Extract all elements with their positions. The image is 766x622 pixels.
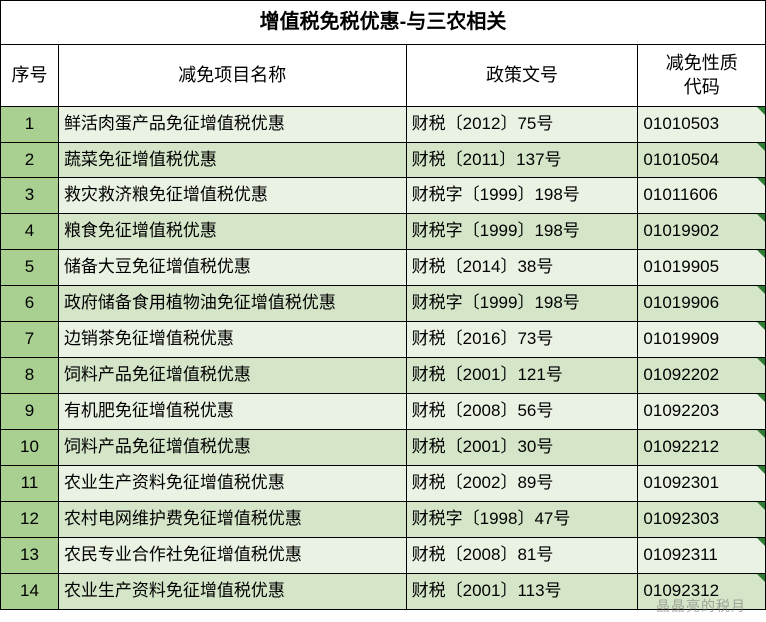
cell-num: 14 bbox=[1, 573, 59, 609]
cell-name: 蔬菜免征增值税优惠 bbox=[58, 142, 406, 178]
cell-doc: 财税〔2014〕38号 bbox=[406, 250, 638, 286]
table-row: 12农村电网维护费免征增值税优惠财税字〔1998〕47号01092303 bbox=[1, 501, 766, 537]
cell-name: 农业生产资料免征增值税优惠 bbox=[58, 573, 406, 609]
cell-num: 4 bbox=[1, 214, 59, 250]
cell-code: 01092202 bbox=[638, 358, 766, 394]
cell-code: 01092303 bbox=[638, 501, 766, 537]
col-header-code: 减免性质 代码 bbox=[638, 45, 766, 107]
cell-num: 2 bbox=[1, 142, 59, 178]
table-row: 9有机肥免征增值税优惠财税〔2008〕56号01092203 bbox=[1, 394, 766, 430]
table-row: 7边销茶免征增值税优惠财税〔2016〕73号01019909 bbox=[1, 322, 766, 358]
cell-code: 01019909 bbox=[638, 322, 766, 358]
cell-name: 饲料产品免征增值税优惠 bbox=[58, 430, 406, 466]
cell-num: 7 bbox=[1, 322, 59, 358]
cell-code: 01010503 bbox=[638, 106, 766, 142]
cell-name: 鲜活肉蛋产品免征增值税优惠 bbox=[58, 106, 406, 142]
cell-num: 6 bbox=[1, 286, 59, 322]
cell-code: 01092311 bbox=[638, 537, 766, 573]
table-row: 4粮食免征增值税优惠财税字〔1999〕198号01019902 bbox=[1, 214, 766, 250]
cell-code: 01092301 bbox=[638, 465, 766, 501]
table-row: 1鲜活肉蛋产品免征增值税优惠财税〔2012〕75号01010503 bbox=[1, 106, 766, 142]
cell-code: 01092203 bbox=[638, 394, 766, 430]
cell-doc: 财税字〔1998〕47号 bbox=[406, 501, 638, 537]
table-row: 2蔬菜免征增值税优惠财税〔2011〕137号01010504 bbox=[1, 142, 766, 178]
cell-doc: 财税字〔1999〕198号 bbox=[406, 286, 638, 322]
cell-name: 储备大豆免征增值税优惠 bbox=[58, 250, 406, 286]
cell-name: 粮食免征增值税优惠 bbox=[58, 214, 406, 250]
table-title: 增值税免税优惠-与三农相关 bbox=[1, 1, 766, 45]
cell-num: 13 bbox=[1, 537, 59, 573]
cell-doc: 财税〔2001〕30号 bbox=[406, 430, 638, 466]
cell-doc: 财税字〔1999〕198号 bbox=[406, 214, 638, 250]
header-row: 序号 减免项目名称 政策文号 减免性质 代码 bbox=[1, 45, 766, 107]
col-header-doc: 政策文号 bbox=[406, 45, 638, 107]
cell-name: 农民专业合作社免征增值税优惠 bbox=[58, 537, 406, 573]
cell-num: 3 bbox=[1, 178, 59, 214]
cell-num: 9 bbox=[1, 394, 59, 430]
cell-code: 01019906 bbox=[638, 286, 766, 322]
table-row: 13农民专业合作社免征增值税优惠财税〔2008〕81号01092311 bbox=[1, 537, 766, 573]
table-row: 11农业生产资料免征增值税优惠财税〔2002〕89号01092301 bbox=[1, 465, 766, 501]
cell-code: 01019902 bbox=[638, 214, 766, 250]
cell-name: 农业生产资料免征增值税优惠 bbox=[58, 465, 406, 501]
cell-name: 饲料产品免征增值税优惠 bbox=[58, 358, 406, 394]
table-row: 3救灾救济粮免征增值税优惠财税字〔1999〕198号01011606 bbox=[1, 178, 766, 214]
cell-num: 8 bbox=[1, 358, 59, 394]
cell-doc: 财税〔2016〕73号 bbox=[406, 322, 638, 358]
cell-name: 救灾救济粮免征增值税优惠 bbox=[58, 178, 406, 214]
table-row: 14农业生产资料免征增值税优惠财税〔2001〕113号01092312 bbox=[1, 573, 766, 609]
cell-name: 政府储备食用植物油免征增值税优惠 bbox=[58, 286, 406, 322]
title-row: 增值税免税优惠-与三农相关 bbox=[1, 1, 766, 45]
cell-code: 01019905 bbox=[638, 250, 766, 286]
cell-num: 1 bbox=[1, 106, 59, 142]
tax-exemption-table: 增值税免税优惠-与三农相关 序号 减免项目名称 政策文号 减免性质 代码 1鲜活… bbox=[0, 0, 766, 610]
cell-doc: 财税〔2011〕137号 bbox=[406, 142, 638, 178]
col-header-num: 序号 bbox=[1, 45, 59, 107]
cell-doc: 财税〔2001〕121号 bbox=[406, 358, 638, 394]
cell-doc: 财税〔2008〕56号 bbox=[406, 394, 638, 430]
cell-doc: 财税〔2002〕89号 bbox=[406, 465, 638, 501]
cell-name: 边销茶免征增值税优惠 bbox=[58, 322, 406, 358]
tax-exemption-table-wrap: 增值税免税优惠-与三农相关 序号 减免项目名称 政策文号 减免性质 代码 1鲜活… bbox=[0, 0, 766, 610]
cell-num: 5 bbox=[1, 250, 59, 286]
cell-num: 11 bbox=[1, 465, 59, 501]
cell-name: 有机肥免征增值税优惠 bbox=[58, 394, 406, 430]
cell-code: 01011606 bbox=[638, 178, 766, 214]
table-row: 5储备大豆免征增值税优惠财税〔2014〕38号01019905 bbox=[1, 250, 766, 286]
table-row: 6政府储备食用植物油免征增值税优惠财税字〔1999〕198号01019906 bbox=[1, 286, 766, 322]
cell-code: 01092212 bbox=[638, 430, 766, 466]
table-row: 8饲料产品免征增值税优惠财税〔2001〕121号01092202 bbox=[1, 358, 766, 394]
cell-name: 农村电网维护费免征增值税优惠 bbox=[58, 501, 406, 537]
col-header-name: 减免项目名称 bbox=[58, 45, 406, 107]
cell-doc: 财税〔2001〕113号 bbox=[406, 573, 638, 609]
cell-doc: 财税〔2008〕81号 bbox=[406, 537, 638, 573]
cell-code: 01010504 bbox=[638, 142, 766, 178]
cell-code: 01092312 bbox=[638, 573, 766, 609]
table-row: 10饲料产品免征增值税优惠财税〔2001〕30号01092212 bbox=[1, 430, 766, 466]
cell-doc: 财税〔2012〕75号 bbox=[406, 106, 638, 142]
cell-num: 12 bbox=[1, 501, 59, 537]
cell-num: 10 bbox=[1, 430, 59, 466]
cell-doc: 财税字〔1999〕198号 bbox=[406, 178, 638, 214]
